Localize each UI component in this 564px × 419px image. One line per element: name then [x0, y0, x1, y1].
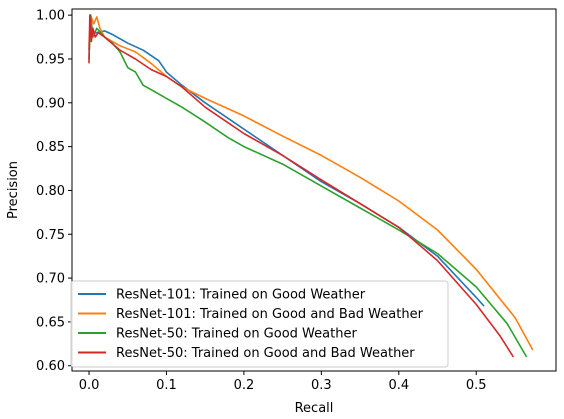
x-tick-label: 0.1 — [156, 378, 177, 393]
y-tick-label: 0.65 — [36, 315, 65, 330]
x-tick-label: 0.5 — [466, 378, 487, 393]
plot-area — [71, 8, 557, 372]
x-axis-label: Recall — [295, 401, 334, 416]
x-tick-label: 0.0 — [79, 378, 100, 393]
legend: ResNet-101: Trained on Good Weather ResNe… — [70, 280, 449, 368]
series-layer — [88, 14, 534, 358]
legend-label-3: ResNet-50: Trained on Good Weather — [116, 327, 357, 342]
y-axis-ticks: 0.60 0.65 0.70 0.75 0.80 0.85 0.90 0.95 1.00 — [36, 9, 72, 374]
y-axis-label: Precision — [6, 161, 21, 219]
y-tick-label: 0.70 — [36, 272, 65, 287]
legend-label-2: ResNet-101: Trained on Good and Bad Weat… — [116, 307, 424, 322]
x-axis-ticks: 0.0 0.1 0.2 0.3 0.4 0.5 — [79, 371, 487, 393]
y-tick-label: 0.75 — [36, 228, 65, 243]
y-tick-label: 0.85 — [36, 140, 65, 155]
y-tick-label: 0.95 — [36, 52, 65, 67]
x-tick-label: 0.4 — [388, 378, 409, 393]
legend-label-1: ResNet-101: Trained on Good Weather — [116, 288, 366, 303]
legend-box — [70, 280, 449, 368]
y-tick-label: 1.00 — [36, 9, 65, 24]
y-tick-label: 0.60 — [36, 359, 65, 374]
y-tick-label: 0.80 — [36, 184, 65, 199]
x-tick-label: 0.3 — [311, 378, 332, 393]
y-tick-label: 0.90 — [36, 96, 65, 111]
series-line-4 — [88, 14, 515, 358]
x-tick-label: 0.2 — [234, 378, 255, 393]
legend-label-4: ResNet-50: Trained on Good and Bad Weath… — [116, 346, 415, 361]
